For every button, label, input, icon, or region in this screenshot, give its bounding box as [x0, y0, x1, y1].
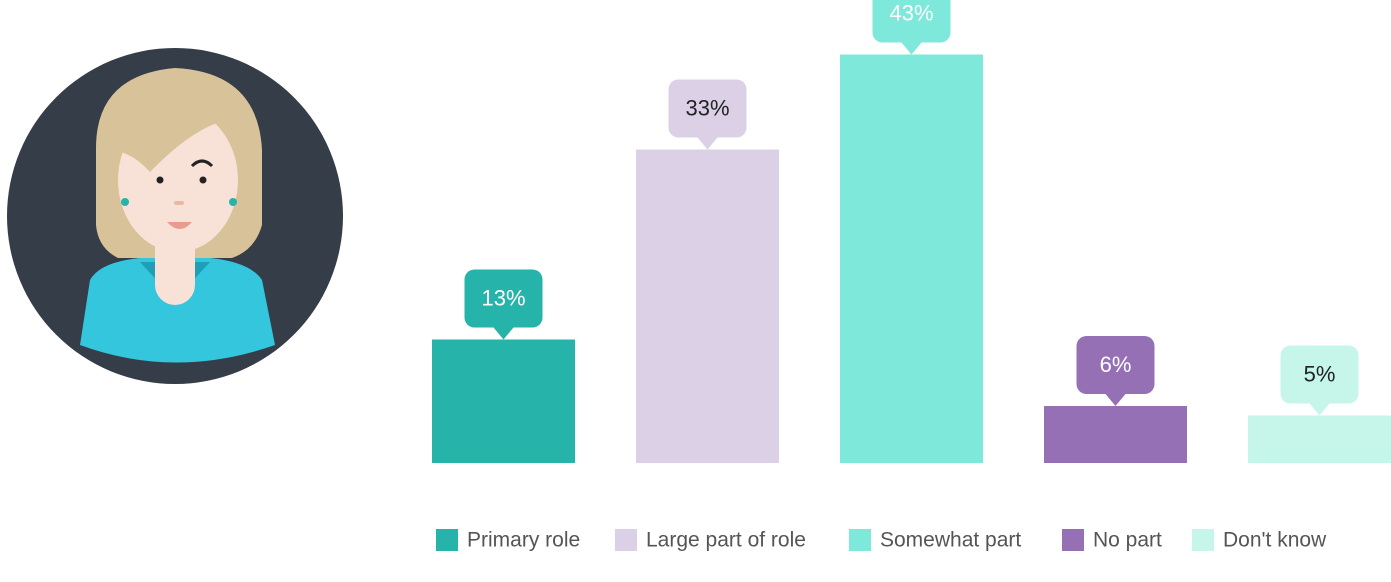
legend-swatch	[436, 529, 458, 551]
bar	[1044, 406, 1187, 463]
legend-label: Don't know	[1223, 529, 1327, 552]
value-label: 33%	[685, 95, 729, 120]
legend-label: Large part of role	[646, 529, 806, 552]
legend-swatch	[615, 529, 637, 551]
legend-label: Somewhat part	[880, 529, 1021, 552]
avatar	[7, 48, 343, 384]
value-label-bubble	[1076, 336, 1155, 394]
legend-swatch	[1062, 529, 1084, 551]
bar	[840, 54, 983, 463]
value-label: 5%	[1304, 361, 1336, 386]
value-label: 6%	[1100, 352, 1132, 377]
value-label-pointer	[1309, 403, 1330, 416]
value-label-bubble	[668, 79, 747, 138]
value-label: 13%	[481, 285, 525, 310]
value-label-bubble	[1280, 345, 1359, 404]
value-label: 43%	[889, 0, 933, 25]
value-label-pointer	[697, 137, 718, 150]
legend-label: Primary role	[467, 529, 580, 552]
value-label-pointer	[493, 327, 514, 340]
bar	[636, 149, 779, 463]
bar	[432, 339, 575, 463]
value-label-pointer	[1105, 394, 1126, 406]
legend-swatch	[849, 529, 871, 551]
value-label-bubble	[872, 0, 951, 43]
legend-label: No part	[1093, 529, 1162, 552]
legend-swatch	[1192, 529, 1214, 551]
value-label-bubble	[464, 269, 543, 328]
value-label-pointer	[901, 42, 922, 55]
bar	[1248, 415, 1391, 463]
